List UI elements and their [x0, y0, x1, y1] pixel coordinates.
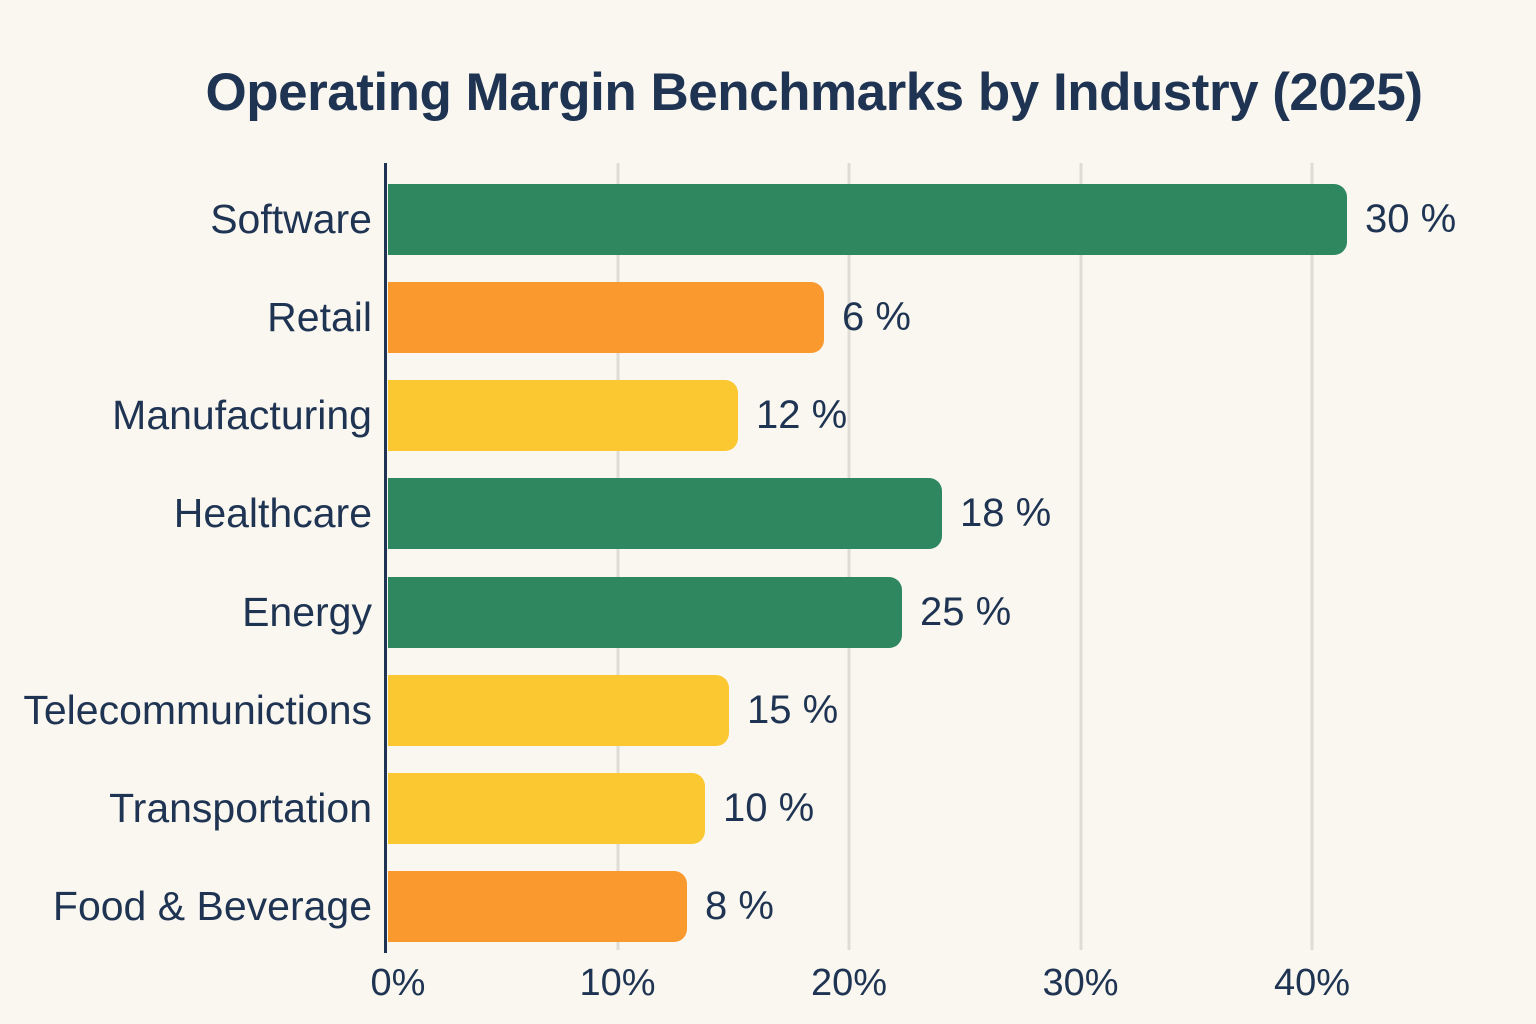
y-axis-line	[384, 163, 387, 953]
x-tick-label: 40%	[1273, 962, 1351, 1004]
value-label: 12 %	[756, 393, 848, 437]
bar	[388, 380, 738, 451]
value-label: 8 %	[705, 884, 774, 928]
bar	[388, 282, 824, 353]
x-tick-label: 0%	[370, 962, 426, 1004]
gridline-40%	[1310, 163, 1314, 950]
bar	[388, 478, 942, 549]
x-tick-label: 10%	[579, 962, 656, 1004]
value-label: 15 %	[747, 688, 839, 732]
value-label: 18 %	[960, 491, 1052, 535]
chart-title: Operating Margin Benchmarks by Industry …	[205, 63, 1423, 122]
bar	[388, 577, 902, 648]
value-label: 6 %	[842, 295, 911, 339]
category-label: Manufacturing	[112, 392, 372, 438]
value-label: 30 %	[1365, 197, 1457, 241]
category-label: Telecommunictions	[23, 687, 372, 733]
x-tick-label: 20%	[810, 962, 888, 1004]
value-label: 25 %	[920, 590, 1012, 634]
category-label: Energy	[242, 589, 372, 635]
gridline-30%	[1079, 163, 1082, 950]
bar	[388, 184, 1347, 255]
category-label: Transportation	[109, 785, 372, 831]
gridline-20%	[847, 163, 851, 950]
category-label: Software	[210, 196, 372, 242]
bar	[388, 773, 705, 844]
bar	[388, 871, 687, 942]
category-label: Food & Beverage	[52, 883, 372, 929]
bar	[388, 675, 729, 746]
x-tick-label: 30%	[1042, 962, 1119, 1004]
gridline-10%	[616, 163, 619, 950]
value-label: 10 %	[723, 786, 815, 830]
category-label: Retail	[267, 294, 372, 340]
category-label: Healthcare	[173, 490, 372, 536]
